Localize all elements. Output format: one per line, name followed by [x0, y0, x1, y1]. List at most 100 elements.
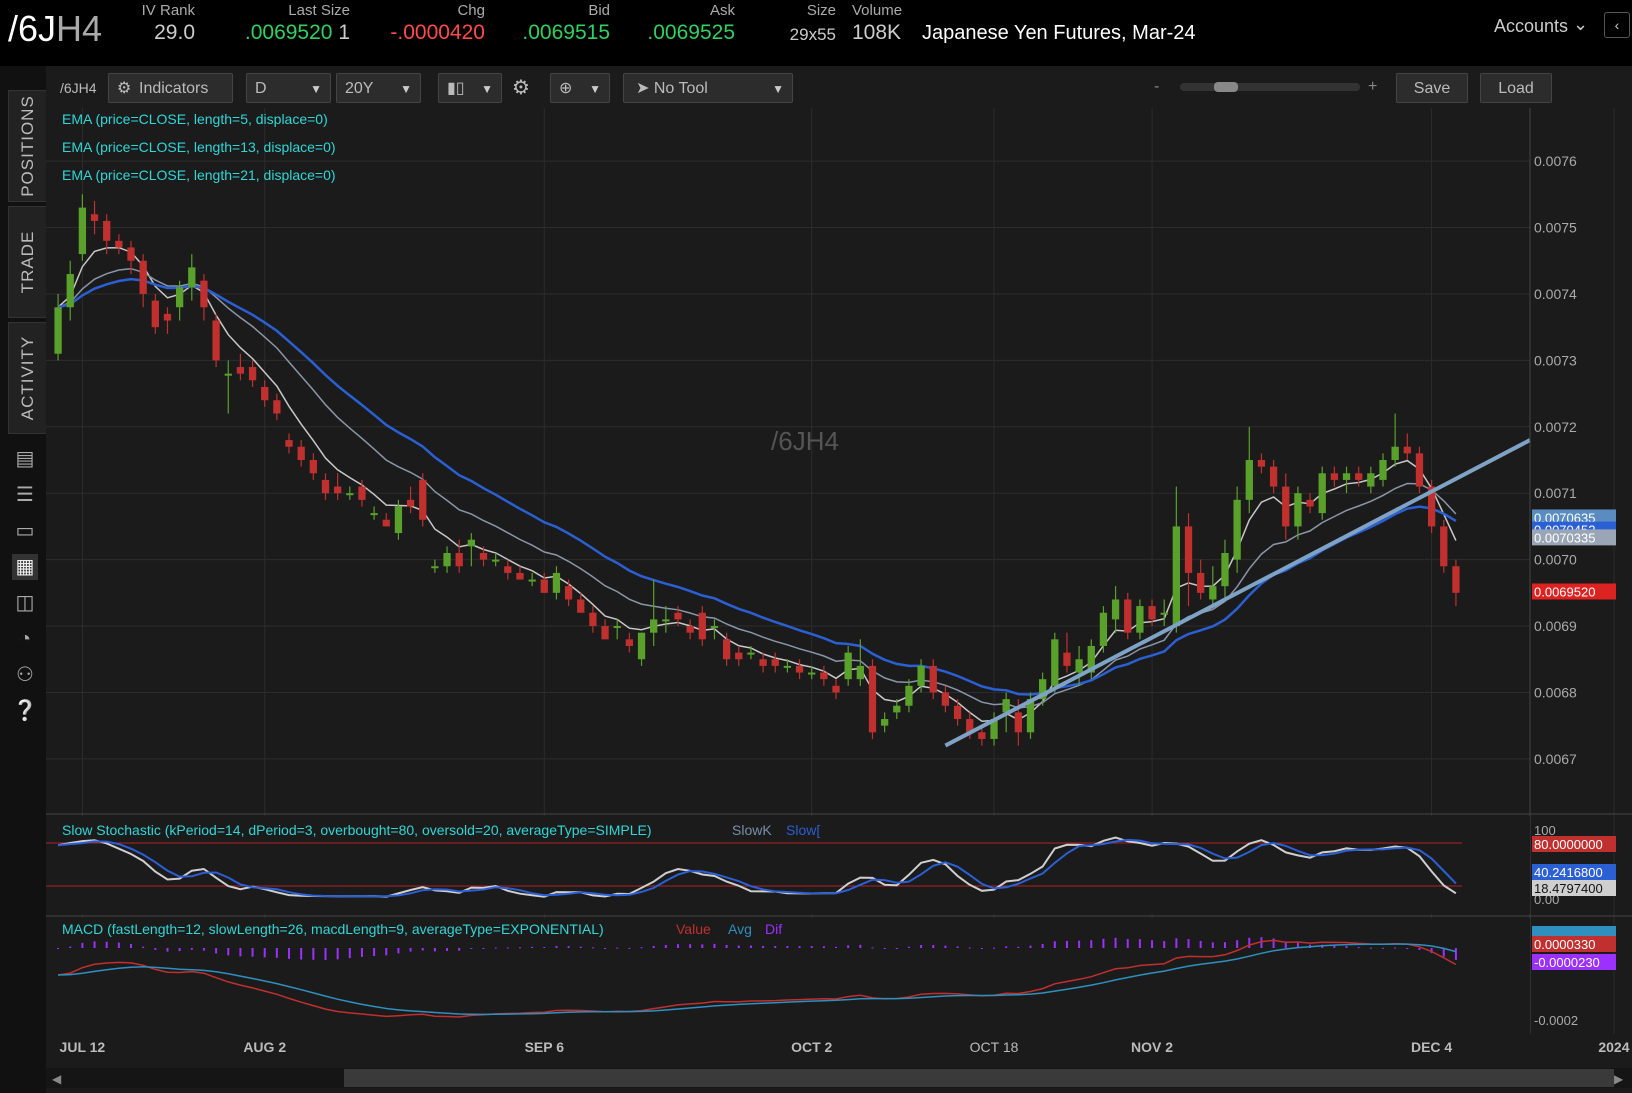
candle-body [1342, 473, 1351, 480]
candle-body [1452, 566, 1460, 593]
macd-dif-bar [275, 948, 278, 958]
candle-body [1136, 606, 1144, 633]
macd-dif-bar [239, 948, 242, 957]
timeframe-select[interactable]: 20Y ▼ [336, 73, 421, 103]
macd-dif-bar [749, 945, 752, 948]
save-button[interactable]: Save [1396, 73, 1468, 103]
macd-dif-bar [555, 945, 558, 948]
people-icon[interactable]: ⚇ [16, 664, 34, 686]
macd-dif-bar [190, 948, 193, 950]
candle-body [1014, 712, 1022, 733]
macd-dif-bar [1406, 948, 1409, 949]
slowd-tag [1532, 864, 1616, 880]
scrollbar-thumb[interactable] [344, 1069, 1614, 1087]
candle-body [1379, 460, 1387, 480]
macd-dif-bar [105, 941, 108, 948]
symbol-title[interactable]: /6JH4 [8, 8, 103, 49]
stochastic-panel[interactable] [46, 816, 1530, 914]
time-tick-label: SEP 6 [525, 1039, 565, 1055]
macd-label: MACD (fastLength=12, slowLength=26, macd… [62, 921, 604, 937]
tool-select[interactable]: ➤ No Tool ▼ [623, 73, 793, 103]
trendline[interactable] [944, 438, 1531, 748]
scroll-right-icon[interactable]: ▶ [1614, 1072, 1624, 1086]
macd-dif-bar [1211, 942, 1214, 948]
price-tick-label: 0.0069 [1534, 618, 1577, 634]
zoom-slider[interactable] [1180, 82, 1360, 92]
stochastic-label: Slow Stochastic (kPeriod=14, dPeriod=3, … [62, 822, 652, 838]
drawing-style-select[interactable]: ⊕ ▼ [550, 73, 610, 103]
macd-dif-bar [1151, 940, 1154, 948]
load-button[interactable]: Load [1480, 73, 1552, 103]
candle-body [406, 499, 415, 507]
macd-dif-bar [591, 947, 594, 949]
price-tick-label: 0.0071 [1534, 485, 1577, 501]
macd-dif-bar [907, 946, 910, 948]
accounts-menu[interactable]: Accounts [1494, 16, 1569, 36]
candle-body [504, 566, 512, 573]
chart-grid-icon[interactable]: ▦ [12, 554, 38, 580]
monitor-icon[interactable]: ▤ [15, 448, 35, 470]
left-sidebar: POSITIONS TRADE ACTIVITY ▤ ☰ ▭ ▦ ◫ ◔ ⚇ ❔ [0, 66, 48, 1093]
aggregation-select[interactable]: D ▼ [246, 73, 331, 103]
chevron-down-icon[interactable]: ⌄ [1573, 14, 1589, 34]
zoom-out-button[interactable]: - [1154, 78, 1160, 95]
price-tag-label: 0.0070335 [1534, 530, 1595, 545]
macd-dif-bar [373, 948, 376, 956]
candle-body [151, 300, 159, 328]
price-axis[interactable]: 0.0076 0.0075 0.0074 0.0073 0.0072 0.0071 0.00… [1534, 153, 1577, 767]
macd-dif-bar [409, 948, 412, 952]
macd-dif-bar [1454, 948, 1457, 960]
macd-dif-bar [1381, 947, 1384, 949]
macd-dif-bar [421, 948, 424, 951]
macd-dif-bar [458, 948, 461, 951]
candle-body [844, 652, 852, 680]
macd-dif-bar [1102, 938, 1105, 948]
collapse-icon[interactable]: ‹ [1604, 12, 1630, 38]
price-tag [1532, 583, 1616, 600]
candle-body [1330, 473, 1339, 480]
zoom-in-button[interactable]: + [1368, 78, 1378, 95]
grid-icon[interactable]: ◫ [15, 592, 35, 614]
price-panel[interactable] [46, 108, 1530, 813]
tab-trade[interactable]: TRADE [8, 206, 48, 318]
candle-body [90, 214, 99, 221]
candle-body [966, 719, 974, 733]
macd-dif-bar [385, 948, 388, 956]
macd-panel[interactable] [46, 918, 1530, 1034]
zoom-slider-thumb[interactable] [1214, 82, 1238, 92]
macd-value-tag-label: 0.0000330 [1534, 937, 1595, 952]
candle-body [334, 486, 342, 494]
indicators-button[interactable]: ⚙ Indicators [108, 73, 233, 103]
tab-activity[interactable]: ACTIVITY [8, 322, 48, 434]
candle-body [346, 493, 354, 496]
time-tick-label: NOV 2 [1131, 1039, 1173, 1055]
macd-dif-bar [1357, 947, 1360, 949]
candle-body [382, 519, 390, 527]
macd-dif-bar [786, 946, 789, 948]
cursor-icon: ➤ [636, 80, 650, 97]
macd-dif-bar [1017, 946, 1020, 948]
chart-style-select[interactable]: ▮▯ ▼ [438, 73, 502, 103]
help-icon[interactable]: ❔ [12, 700, 38, 722]
candle-body [443, 552, 451, 567]
scroll-left-icon[interactable]: ◀ [52, 1072, 62, 1086]
candle-body [759, 659, 767, 666]
time-axis[interactable] [46, 1034, 1530, 1058]
candle-body [953, 705, 962, 720]
macd-dif-bar [312, 948, 315, 960]
tv-icon[interactable]: ▭ [15, 520, 35, 542]
settings-gear-icon[interactable]: ⚙ [512, 77, 530, 99]
list-icon[interactable]: ☰ [16, 484, 34, 506]
candle-body [1355, 473, 1363, 480]
candle-body [564, 586, 573, 600]
candle-body [273, 400, 281, 414]
price-tag [1532, 509, 1616, 526]
gauge-icon[interactable]: ◔ [18, 628, 32, 650]
macd-dif-bar [689, 944, 692, 948]
candle-body [722, 639, 731, 660]
macd-dif-bar [652, 945, 655, 948]
candle-body [1075, 659, 1083, 673]
candle-body [1148, 606, 1156, 620]
